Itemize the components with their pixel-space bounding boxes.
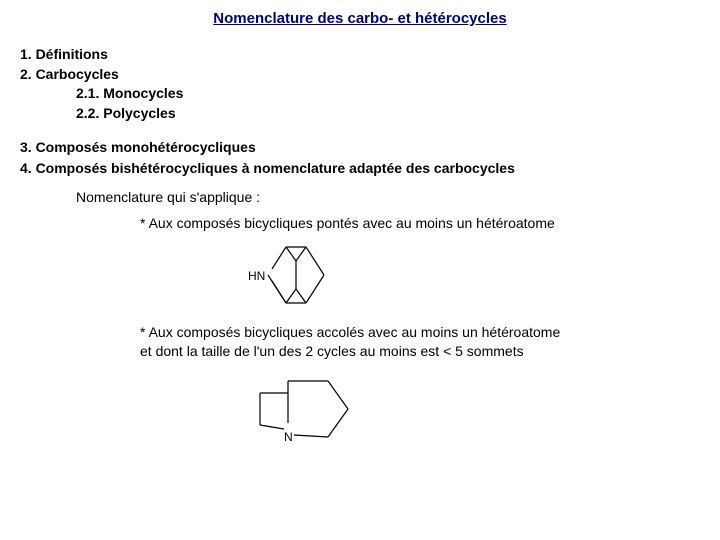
section-3-heading: 3. Composés monohétérocycliques — [20, 137, 700, 158]
applies-to-text: Nomenclature qui s'applique : — [76, 189, 700, 205]
bullet-fused: * Aux composés bicycliques accolés avec … — [140, 323, 700, 361]
svg-text:N: N — [284, 430, 293, 444]
table-of-contents: 1. Définitions 2. Carbocycles 2.1. Monoc… — [20, 45, 700, 123]
toc-item-2-1: 2.1. Monocycles — [76, 84, 700, 104]
diagram-fused-bicycle: N — [240, 371, 700, 451]
bullet-fused-line2: et dont la taille de l'un des 2 cycles a… — [140, 343, 524, 359]
fused-bicycle-icon: N — [240, 371, 360, 451]
svg-text:HN: HN — [248, 269, 265, 283]
bridged-bicycle-icon: HN — [240, 237, 360, 315]
page-title: Nomenclature des carbo- et hétérocycles — [20, 10, 700, 27]
toc-item-1: 1. Définitions — [20, 45, 700, 65]
bullet-bridged: * Aux composés bicycliques pontés avec a… — [140, 215, 700, 231]
section-4-heading: 4. Composés bishétérocycliques à nomencl… — [20, 158, 700, 179]
diagram-bridged-bicycle: HN — [240, 237, 700, 315]
toc-item-2-2: 2.2. Polycycles — [76, 104, 700, 124]
toc-item-2: 2. Carbocycles — [20, 65, 700, 85]
bullet-fused-line1: * Aux composés bicycliques accolés avec … — [140, 324, 560, 340]
